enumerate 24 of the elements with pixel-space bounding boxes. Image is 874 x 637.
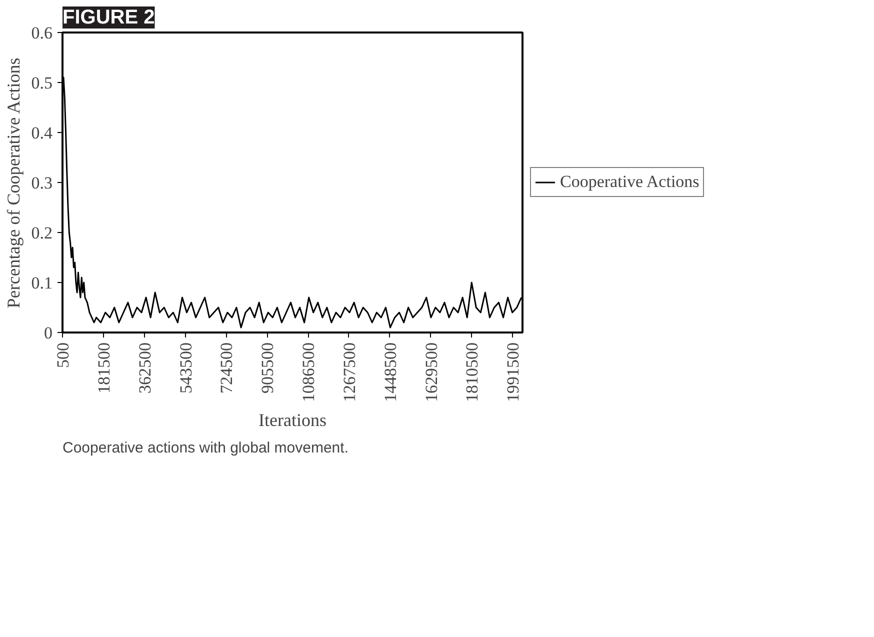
legend-label: Cooperative Actions xyxy=(560,172,700,192)
y-axis-title: Percentage of Cooperative Actions xyxy=(3,58,24,308)
y-tick-label: 0.1 xyxy=(31,274,52,292)
x-tick-label: 362500 xyxy=(135,342,154,394)
text: Cooperative actions with global movement. xyxy=(62,440,348,456)
y-tick-label: 0.5 xyxy=(31,74,52,92)
y-tick-label: 0 xyxy=(44,324,52,342)
x-tick-label: 1991500 xyxy=(504,342,523,402)
chart-title: FIGURE 2 xyxy=(62,6,155,28)
x-tick-label: 1086500 xyxy=(299,342,318,402)
y-tick-label: 0.2 xyxy=(31,224,52,242)
x-tick-label: 500 xyxy=(54,342,72,368)
y-tick-label: 0.3 xyxy=(31,174,52,192)
x-tick-label: 1448500 xyxy=(380,342,400,402)
x-tick-label: 543500 xyxy=(176,342,196,394)
x-tick-label: 1629500 xyxy=(422,342,441,402)
x-tick-label: 1810500 xyxy=(462,342,482,402)
x-axis-title: Iterations xyxy=(258,410,326,430)
x-tick-label: 181500 xyxy=(94,342,114,394)
x-tick-label: 905500 xyxy=(258,342,278,394)
x-tick-label: 1267500 xyxy=(340,342,359,402)
y-tick-label: 0.4 xyxy=(31,124,53,142)
y-tick-label: 0.6 xyxy=(31,24,52,42)
x-tick-label: 724500 xyxy=(217,342,236,394)
